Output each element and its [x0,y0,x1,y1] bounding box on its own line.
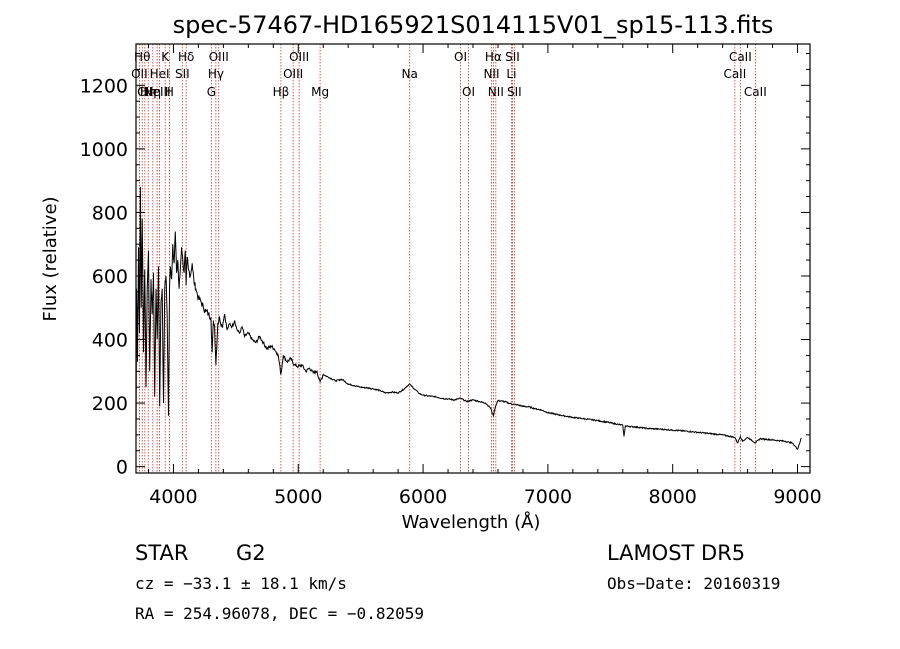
x-tick-label: 5000 [274,486,322,508]
spectral-line-label: CaII [723,67,746,81]
spectral-line-markers [138,44,756,473]
spectral-line-label: K [161,50,170,64]
spectral-line-label: H [165,85,174,99]
object-type: STAR [135,541,189,565]
y-tick-label: 800 [92,202,128,224]
axis-ticks: 4000 5000 6000 7000 8000 9000 0 200 400 600 800 100… [80,44,822,508]
y-tick-label: 1200 [80,75,128,97]
x-tick-label: 7000 [524,486,572,508]
spectral-line-label: NII [483,67,499,81]
spectral-line-label: OIII [283,67,303,81]
spectral-line-label: Hγ [208,67,224,81]
spectral-line-label: G [207,85,216,99]
spectral-subclass: G2 [236,541,266,565]
spectral-line-labels: OIIHθCIIHηHηNeIIIHeIKHSIIHδGHγOIIIHβOIII… [131,50,767,99]
spectral-line-label: OIII [289,50,309,64]
spectral-line-label: NeIII [144,85,171,99]
observation-date: Obs−Date: 20160319 [607,574,781,593]
spectral-line-label: SII [175,67,190,81]
spectral-line-label: CaII [744,85,767,99]
y-tick-label: 200 [92,393,128,415]
spectrum-series-line [135,186,802,450]
spectral-line-label: SII [505,50,520,64]
x-tick-label: 9000 [773,486,821,508]
spectral-line-label: CII [137,85,152,99]
spectral-line-label: SII [507,85,522,99]
y-tick-label: 600 [92,266,128,288]
spectral-line-label: OII [131,67,148,81]
spectral-line-label: Hα [485,50,502,64]
spectral-line-label: HeI [150,67,170,81]
chart-title: spec-57467-HD165921S014115V01_sp15-113.f… [173,11,774,39]
spectral-line-label: OI [454,50,467,64]
spectral-line-label: NII [488,85,504,99]
sky-coordinates: RA = 254.96078, DEC = −0.82059 [135,604,424,623]
x-tick-label: 6000 [399,486,447,508]
y-tick-label: 1000 [80,139,128,161]
spectral-line-label: Hβ [273,85,290,99]
x-axis-label: Wavelength (Å) [402,511,541,533]
spectral-line-label: Li [506,67,516,81]
y-axis-label: Flux (relative) [40,196,61,321]
spectral-line-label: Hη [145,85,162,99]
spectral-line-label: OIII [209,50,229,64]
spectral-line-label: Mg [311,85,329,99]
x-tick-label: 8000 [649,486,697,508]
survey-name: LAMOST DR5 [607,541,746,565]
spectral-line-label: OI [462,85,475,99]
spectral-line-label: Na [402,67,418,81]
y-tick-label: 400 [92,330,128,352]
spectral-line-label: Hδ [178,50,194,64]
spectral-line-label: Hη [140,85,157,99]
spectral-line-label: CaII [729,50,752,64]
x-tick-label: 4000 [149,486,197,508]
redshift-value: cz = −33.1 ± 18.1 km/s [135,574,347,593]
plot-frame [135,43,811,474]
y-tick-label: 0 [116,457,128,479]
